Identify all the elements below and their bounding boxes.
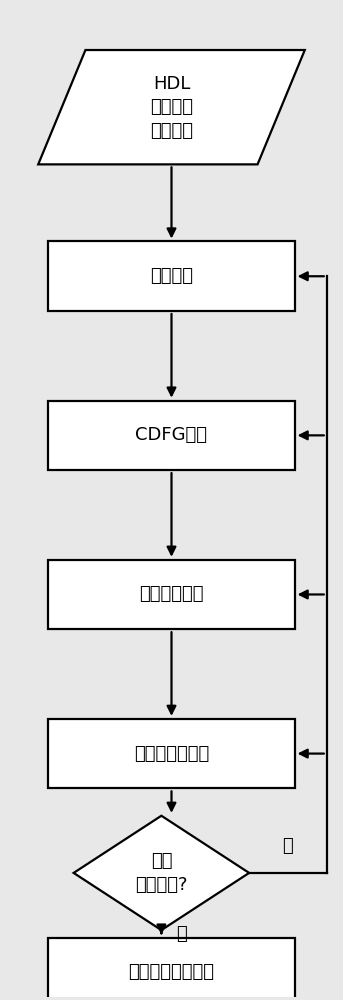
Polygon shape: [38, 50, 305, 164]
Text: 否: 否: [283, 837, 293, 855]
FancyBboxPatch shape: [48, 560, 295, 629]
FancyBboxPatch shape: [48, 241, 295, 311]
FancyBboxPatch shape: [48, 719, 295, 788]
Text: 门级电路优化: 门级电路优化: [139, 585, 204, 603]
Polygon shape: [74, 816, 249, 930]
FancyBboxPatch shape: [48, 401, 295, 470]
Text: 语言分析: 语言分析: [150, 267, 193, 285]
Text: 输出电路物理设计: 输出电路物理设计: [129, 963, 214, 981]
Text: HDL
设计约束
设计目标: HDL 设计约束 设计目标: [150, 75, 193, 140]
FancyBboxPatch shape: [48, 938, 295, 1000]
Text: 满足
设计目标?: 满足 设计目标?: [135, 852, 188, 894]
Text: CDFG优化: CDFG优化: [135, 426, 208, 444]
Text: 是: 是: [176, 925, 187, 943]
Text: 物理级电路优化: 物理级电路优化: [134, 745, 209, 763]
